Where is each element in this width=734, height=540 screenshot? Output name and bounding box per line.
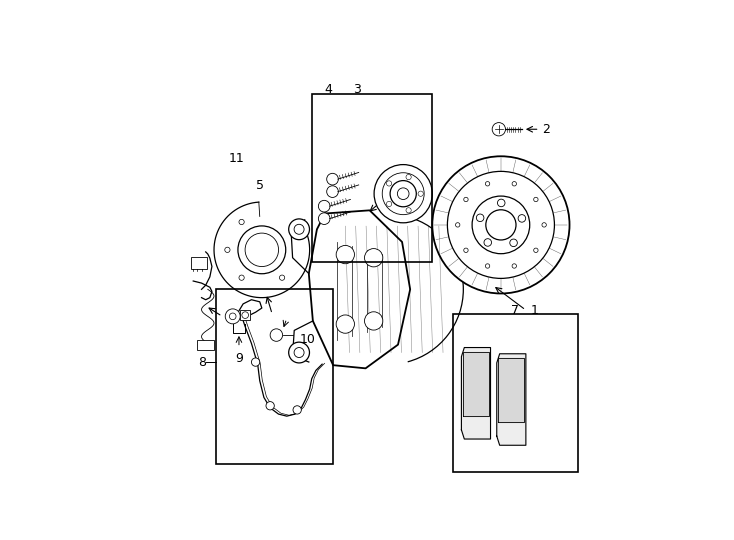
Text: 3: 3 bbox=[354, 83, 361, 96]
Circle shape bbox=[464, 197, 468, 201]
Circle shape bbox=[387, 181, 392, 186]
Circle shape bbox=[270, 329, 283, 341]
Ellipse shape bbox=[501, 158, 517, 292]
Circle shape bbox=[239, 275, 244, 280]
Circle shape bbox=[397, 188, 409, 199]
Circle shape bbox=[512, 264, 517, 268]
Circle shape bbox=[542, 222, 546, 227]
Circle shape bbox=[418, 191, 424, 197]
Circle shape bbox=[319, 213, 330, 225]
Polygon shape bbox=[498, 359, 524, 422]
Circle shape bbox=[293, 406, 302, 414]
Circle shape bbox=[476, 214, 484, 221]
Circle shape bbox=[238, 226, 286, 274]
Circle shape bbox=[327, 173, 338, 185]
Circle shape bbox=[225, 247, 230, 253]
Text: 5: 5 bbox=[255, 179, 264, 192]
Bar bbox=[197, 341, 214, 349]
Circle shape bbox=[534, 248, 538, 253]
Circle shape bbox=[510, 239, 517, 247]
Circle shape bbox=[485, 181, 490, 186]
Text: 10: 10 bbox=[299, 333, 315, 346]
Circle shape bbox=[485, 264, 490, 268]
Circle shape bbox=[406, 174, 411, 180]
Circle shape bbox=[387, 201, 392, 207]
Circle shape bbox=[365, 312, 383, 330]
Circle shape bbox=[486, 210, 516, 240]
Circle shape bbox=[280, 275, 285, 280]
Circle shape bbox=[288, 219, 310, 240]
Circle shape bbox=[512, 181, 517, 186]
Polygon shape bbox=[497, 354, 526, 445]
Polygon shape bbox=[309, 210, 410, 368]
Text: 4: 4 bbox=[324, 83, 333, 96]
Circle shape bbox=[374, 165, 432, 223]
Circle shape bbox=[498, 199, 505, 207]
Circle shape bbox=[432, 156, 570, 293]
Bar bbox=[191, 257, 207, 268]
Circle shape bbox=[518, 214, 526, 222]
Circle shape bbox=[390, 180, 416, 207]
Polygon shape bbox=[462, 348, 490, 439]
Polygon shape bbox=[463, 352, 489, 416]
Text: 11: 11 bbox=[228, 152, 244, 165]
Text: 1: 1 bbox=[531, 305, 539, 318]
Text: 2: 2 bbox=[542, 123, 550, 136]
Circle shape bbox=[225, 309, 240, 324]
Bar bbox=[216, 289, 333, 464]
Circle shape bbox=[336, 245, 355, 264]
Circle shape bbox=[493, 123, 506, 136]
Circle shape bbox=[266, 402, 275, 410]
Circle shape bbox=[456, 222, 460, 227]
Circle shape bbox=[319, 200, 330, 212]
Circle shape bbox=[472, 196, 530, 254]
Circle shape bbox=[239, 219, 244, 225]
Bar bbox=[240, 310, 250, 320]
Circle shape bbox=[406, 208, 411, 213]
Text: 6: 6 bbox=[388, 188, 396, 201]
Bar bbox=[312, 94, 432, 262]
Circle shape bbox=[484, 239, 492, 246]
Circle shape bbox=[288, 342, 310, 363]
Circle shape bbox=[464, 248, 468, 253]
Circle shape bbox=[252, 358, 260, 366]
Circle shape bbox=[336, 315, 355, 333]
Text: 7: 7 bbox=[512, 303, 520, 316]
Text: 9: 9 bbox=[235, 352, 243, 365]
Bar bbox=[453, 314, 578, 472]
Text: 8: 8 bbox=[197, 356, 206, 369]
Circle shape bbox=[534, 197, 538, 201]
Circle shape bbox=[365, 248, 383, 267]
Circle shape bbox=[327, 186, 338, 198]
